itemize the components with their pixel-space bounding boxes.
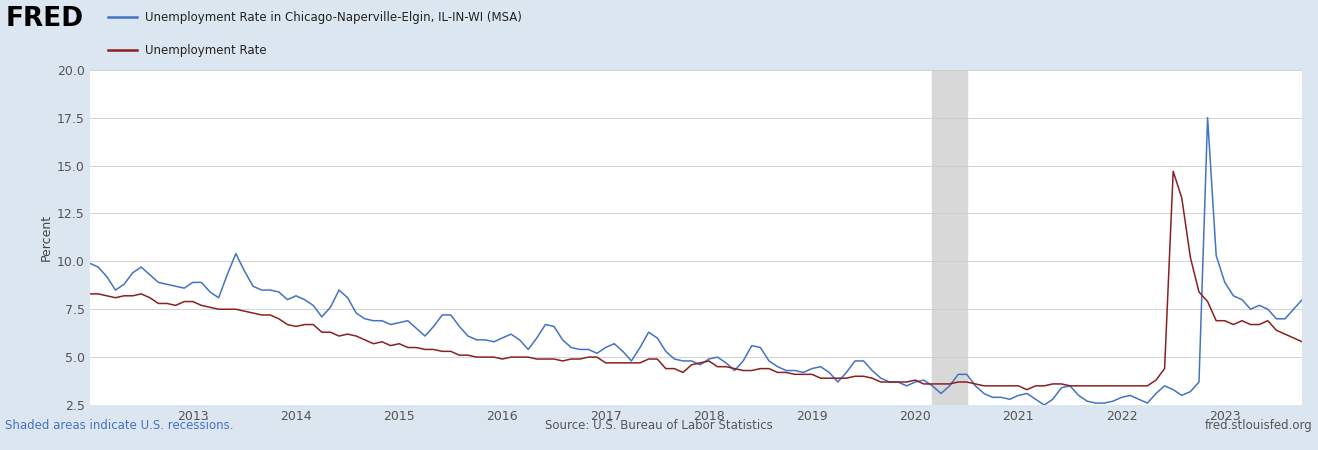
Text: Unemployment Rate: Unemployment Rate bbox=[145, 44, 266, 57]
Text: Shaded areas indicate U.S. recessions.: Shaded areas indicate U.S. recessions. bbox=[5, 419, 233, 432]
Bar bbox=[932, 70, 967, 405]
Y-axis label: Percent: Percent bbox=[40, 214, 53, 261]
Text: fred.stlouisfed.org: fred.stlouisfed.org bbox=[1205, 419, 1313, 432]
Text: Source: U.S. Bureau of Labor Statistics: Source: U.S. Bureau of Labor Statistics bbox=[546, 419, 772, 432]
Text: FRED: FRED bbox=[5, 5, 83, 32]
Text: Unemployment Rate in Chicago-Naperville-Elgin, IL-IN-WI (MSA): Unemployment Rate in Chicago-Naperville-… bbox=[145, 11, 522, 24]
